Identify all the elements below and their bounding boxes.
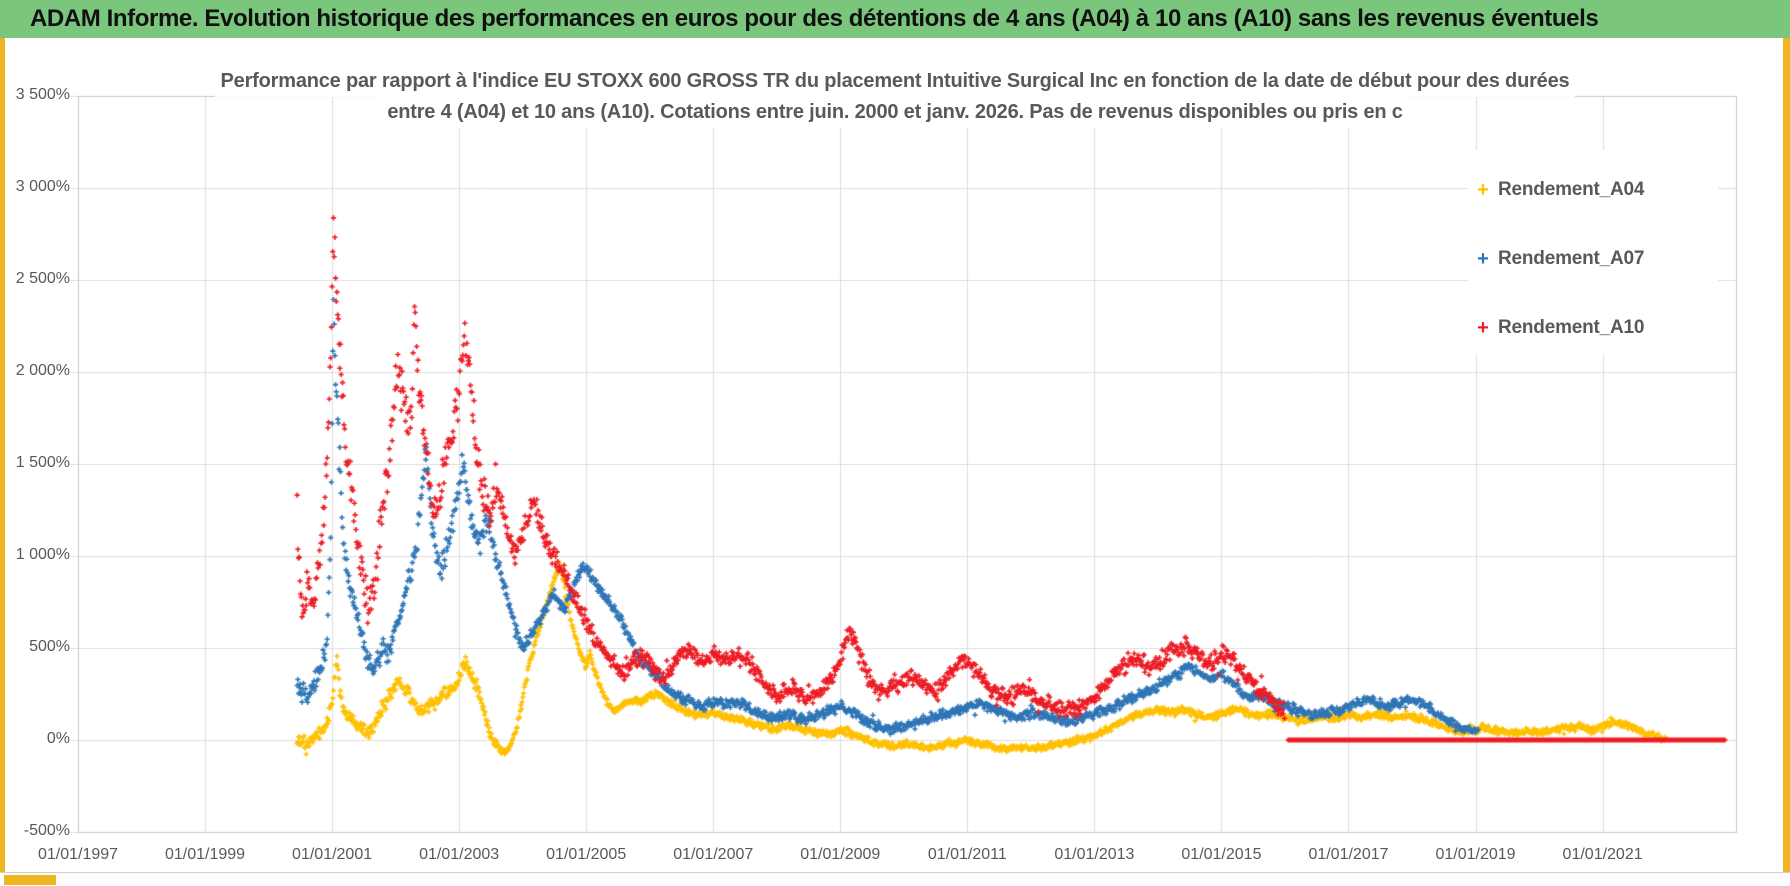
x-tick-label: 01/01/2005: [546, 846, 627, 863]
x-tick-label: 01/01/2017: [1308, 846, 1389, 863]
x-tick-label: 01/01/2001: [292, 846, 373, 863]
y-tick-label: 3 500%: [15, 86, 70, 103]
legend-plus-marker-icon: +: [1477, 317, 1489, 339]
y-tick-label: -500%: [23, 822, 70, 839]
y-tick-label: 2 000%: [15, 362, 70, 379]
legend-item-rendement_a04[interactable]: + Rendement_A04: [1468, 175, 1718, 205]
legend-label: Rendement_A10: [1498, 317, 1645, 338]
horizontal-scrollbar[interactable]: [0, 872, 1790, 886]
legend-label: Rendement_A04: [1498, 179, 1645, 200]
x-tick-label: 01/01/2021: [1562, 846, 1643, 863]
x-tick-label: 01/01/1997: [37, 846, 119, 863]
y-tick-label: 500%: [29, 638, 70, 655]
y-tick-label: 0%: [46, 730, 70, 747]
scrollbar-thumb[interactable]: [4, 875, 56, 885]
x-tick-label: 01/01/2007: [673, 846, 754, 863]
y-tick-label: 1 000%: [15, 546, 70, 563]
y-tick-label: 2 500%: [15, 270, 70, 287]
legend-label: Rendement_A07: [1498, 248, 1645, 269]
x-tick-label: 01/01/2015: [1181, 846, 1262, 863]
x-tick-label: 01/01/2011: [927, 846, 1007, 863]
x-tick-label: 01/01/2019: [1435, 846, 1516, 863]
legend-plus-marker-icon: +: [1477, 248, 1489, 270]
x-tick-label: 01/01/2009: [800, 846, 881, 863]
y-tick-label: 1 500%: [15, 454, 70, 471]
y-tick-label: 3 000%: [15, 178, 70, 195]
x-tick-label: 01/01/1999: [165, 846, 246, 863]
x-tick-label: 01/01/2013: [1054, 846, 1135, 863]
legend-item-rendement_a07[interactable]: + Rendement_A07: [1468, 244, 1718, 274]
legend: + Rendement_A04 + Rendement_A07 + Rendement_A…: [1468, 150, 1718, 355]
legend-item-rendement_a10[interactable]: + Rendement_A10: [1468, 313, 1718, 343]
x-tick-label: 01/01/2003: [419, 846, 500, 863]
legend-plus-marker-icon: +: [1477, 179, 1489, 201]
